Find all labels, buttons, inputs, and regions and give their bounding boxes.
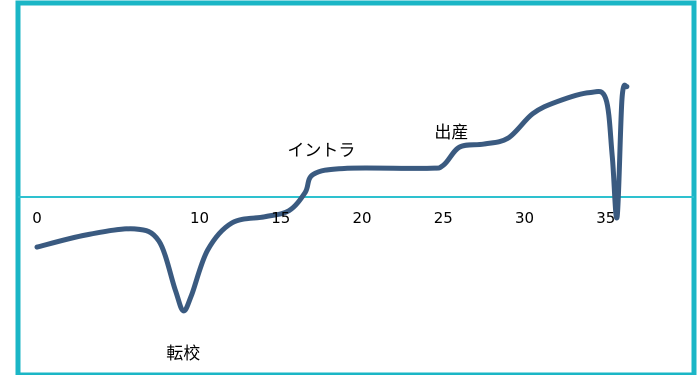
x-tick-label: 35 bbox=[596, 209, 615, 227]
x-tick-label: 25 bbox=[434, 209, 453, 227]
x-tick-label: 0 bbox=[32, 209, 42, 227]
annotations: 転校 イントラ 出産 bbox=[166, 123, 468, 364]
x-tick-label: 10 bbox=[190, 209, 209, 227]
annotation-label: イントラ bbox=[287, 141, 355, 161]
x-tick-label: 15 bbox=[271, 209, 290, 227]
x-tick-label: 30 bbox=[515, 209, 534, 227]
plot-border bbox=[15, 0, 697, 375]
annotation-label: 転校 bbox=[166, 344, 200, 364]
x-tick-labels: 0 10 15 20 25 30 35 bbox=[32, 209, 615, 227]
series-line-0 bbox=[34, 82, 630, 314]
x-tick-label: 20 bbox=[352, 209, 371, 227]
annotation-label: 出産 bbox=[434, 123, 468, 143]
series-layer bbox=[34, 82, 630, 314]
